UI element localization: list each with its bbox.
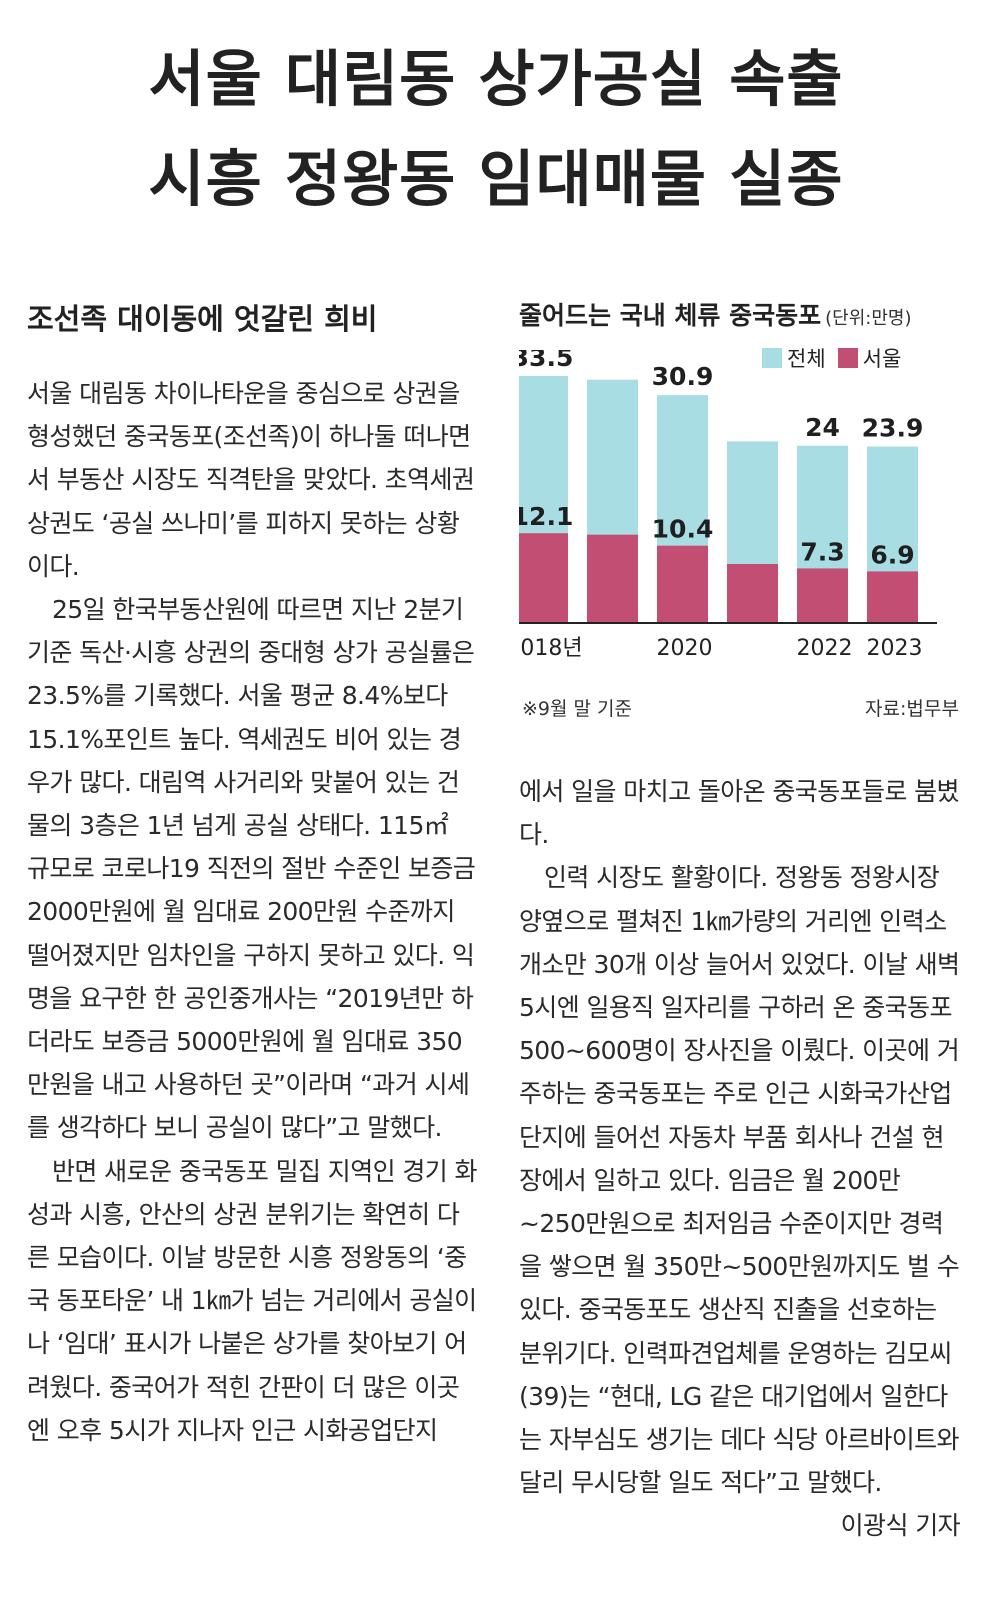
bar-chart: 33.5 12.1 2018년 30.9 10.4 2020 24 7.3 2022 23.9 6.… xyxy=(519,350,937,661)
data-label-seoul-5: 6.9 xyxy=(870,540,914,569)
article-paragraph-4: 에서 일을 마치고 돌아온 중국동포들로 붐볐다. xyxy=(519,777,960,850)
bar-total-5 xyxy=(867,446,918,572)
data-label-seoul-0: 12.1 xyxy=(519,502,573,531)
bar-total-4 xyxy=(797,445,848,569)
legend-swatch-total xyxy=(762,348,782,368)
data-label-total-4: 24 xyxy=(805,413,840,442)
chart-legend: 전체 서울 xyxy=(762,343,913,373)
bar-total-2 xyxy=(657,395,708,546)
bar-total-3 xyxy=(727,441,778,564)
article-paragraph-5-text: 인력 시장도 활황이다. 정왕동 정왕시장 양옆으로 펼쳐진 1㎞가량의 거리엔… xyxy=(519,863,960,1498)
headline: 서울 대림동 상가공실 속출 시흥 정왕동 임대매물 실종 xyxy=(0,30,992,230)
headline-line-2: 시흥 정왕동 임대매물 실종 xyxy=(148,144,844,215)
x-tick-label-0: 2018년 xyxy=(519,636,583,661)
chart-title-text: 줄어드는 국내 체류 중국동포 xyxy=(519,301,822,330)
bar-total-0 xyxy=(519,376,568,534)
bar-seoul-4 xyxy=(797,568,848,622)
legend-label-total: 전체 xyxy=(787,347,826,371)
legend-item-total: 전체 xyxy=(762,343,826,373)
x-tick-label-2: 2020 xyxy=(657,636,713,661)
data-label-total-0: 33.5 xyxy=(519,350,573,372)
chart-unit: (단위:만명) xyxy=(825,308,912,329)
article-left-column: 서울 대림동 차이나타운을 중심으로 상권을 형성했던 중국동포(조선족)이 하… xyxy=(27,372,477,1452)
article-paragraph-1: 서울 대림동 차이나타운을 중심으로 상권을 형성했던 중국동포(조선족)이 하… xyxy=(27,379,475,581)
bar-seoul-0 xyxy=(519,533,568,622)
data-label-total-2: 30.9 xyxy=(652,362,714,391)
chart-title: 줄어드는 국내 체류 중국동포 (단위:만명) xyxy=(519,296,911,332)
legend-item-seoul: 서울 xyxy=(837,343,902,373)
bar-seoul-1 xyxy=(587,534,638,622)
article-paragraph-3: 반면 새로운 중국동포 밀집 지역인 경기 화성과 시흥, 안산의 상권 분위기… xyxy=(27,1156,477,1445)
bar-seoul-2 xyxy=(657,545,708,622)
data-label-total-5: 23.9 xyxy=(862,413,924,442)
headline-line-1: 서울 대림동 상가공실 속출 xyxy=(148,44,844,115)
byline: 이광식 기자 xyxy=(840,1511,961,1541)
bar-seoul-5 xyxy=(867,571,918,622)
legend-swatch-seoul xyxy=(837,348,858,368)
x-tick-label-4: 2022 xyxy=(797,636,853,661)
article-paragraph-5: 인력 시장도 활황이다. 정왕동 정왕시장 양옆으로 펼쳐진 1㎞가량의 거리엔… xyxy=(519,856,964,1540)
data-label-seoul-2: 10.4 xyxy=(652,515,714,544)
x-tick-label-5: 2023 xyxy=(867,636,923,661)
data-label-seoul-4: 7.3 xyxy=(800,537,844,566)
chart-source: 자료:법무부 xyxy=(865,698,959,720)
chart-note: ※9월 말 기준 xyxy=(522,698,633,720)
article-right-column: 에서 일을 마치고 돌아온 중국동포들로 붐볐다. 인력 시장도 활황이다. 정… xyxy=(519,770,964,1548)
bar-total-1 xyxy=(587,379,638,535)
subheadline: 조선족 대이동에 엇갈린 희비 xyxy=(27,302,378,336)
article-paragraph-2: 25일 한국부동산원에 따르면 지난 2분기 기준 독산·시흥 상권의 중대형 … xyxy=(27,595,476,1143)
bar-seoul-3 xyxy=(727,563,778,622)
legend-label-seoul: 서울 xyxy=(862,347,902,371)
